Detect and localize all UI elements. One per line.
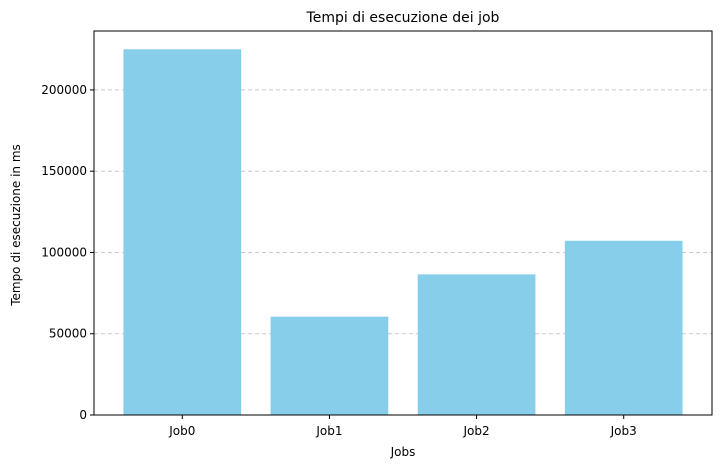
ticks: Job0 Job1 Job2 Job3 0 50000 100000 150000 200000 [41, 83, 637, 438]
y-tick-label: 200000 [41, 83, 87, 97]
x-tick-label: Job1 [315, 424, 342, 438]
y-tick-label: 50000 [49, 327, 87, 341]
y-tick-label: 100000 [41, 245, 87, 259]
chart-title: Tempi di esecuzione dei job [306, 10, 500, 26]
y-tick-label: 0 [79, 408, 87, 422]
plot-frame [93, 30, 713, 416]
axes [93, 30, 713, 416]
y-axis-label: Tempo di esecuzione in ms [9, 144, 23, 307]
bar-job1 [270, 316, 389, 415]
x-axis-label: Jobs [390, 445, 416, 459]
bar-job3 [564, 240, 683, 415]
bars [123, 49, 683, 416]
y-tick-label: 150000 [41, 164, 87, 178]
x-tick-label: Job2 [463, 424, 490, 438]
bar-job2 [417, 274, 536, 415]
x-tick-label: Job3 [610, 424, 637, 438]
bar-job0 [123, 49, 242, 416]
x-tick-label: Job0 [168, 424, 195, 438]
